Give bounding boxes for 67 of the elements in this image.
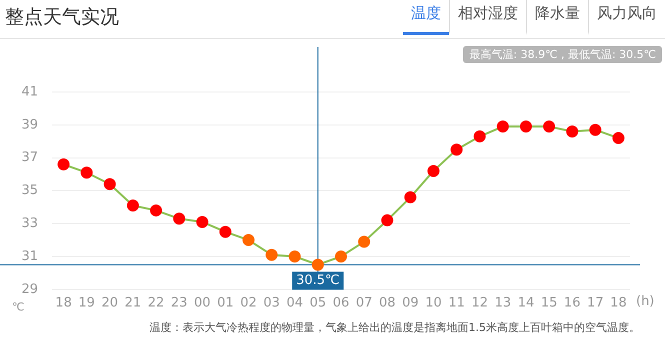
point: [496, 120, 509, 133]
point: [126, 200, 139, 212]
x-tick-label: 22: [148, 296, 164, 311]
x-tick-label: 19: [78, 296, 95, 311]
x-tick-label: 11: [448, 296, 465, 311]
x-tick-label: 15: [540, 296, 558, 311]
point: [288, 250, 301, 262]
point: [150, 204, 162, 216]
point: [335, 250, 347, 262]
point: [474, 130, 486, 142]
x-tick-label: 08: [378, 296, 396, 311]
ref-line-label: 30.5℃: [296, 273, 340, 288]
x-tick-label: 14: [518, 296, 534, 311]
x-tick-label: 13: [494, 296, 512, 311]
x-tick-label: 16: [564, 296, 580, 311]
point: [312, 258, 324, 271]
text: 温度：表示大气冷热程度的物理量，气象上给出的温度是指离地面1.5米高度上百叶箱中的空气温度。: [150, 320, 640, 335]
x-tick-label: 07: [356, 296, 372, 311]
point: [358, 236, 370, 248]
point: [589, 124, 602, 136]
x-axis-title: (h): [636, 294, 654, 309]
y-tick-label: 29: [21, 282, 38, 297]
point: [566, 125, 578, 138]
y-tick-label: 33: [21, 216, 38, 231]
x-tick-label: 23: [170, 296, 188, 311]
x-tick-label: 05: [310, 296, 326, 311]
y-tick-label: 37: [21, 150, 38, 166]
x-tick-label: 02: [240, 296, 257, 311]
text: 相对湿度: [449, 0, 526, 35]
chart-title: 整点天气实况: [5, 5, 119, 30]
y-tick-label: 41: [21, 84, 38, 100]
x-tick-label: 06: [332, 296, 350, 311]
point: [242, 234, 255, 246]
x-tick-label: 01: [217, 296, 234, 311]
text: 降水量: [526, 0, 588, 35]
y-tick-label: 39: [21, 117, 38, 132]
text: 温度: [403, 0, 449, 35]
point: [543, 120, 556, 133]
point: [58, 158, 70, 170]
x-tick-label: 17: [587, 296, 604, 311]
x-tick-label: 10: [425, 296, 442, 311]
point: [381, 214, 394, 226]
x-tick-label: 03: [263, 296, 280, 311]
chart-subtitle: 最高气温: 38.9℃ , 最低气温: 30.5℃: [463, 46, 662, 63]
point: [266, 248, 278, 261]
point: [104, 178, 116, 190]
y-tick-label: 35: [21, 183, 38, 198]
y-axis-title: ℃: [12, 300, 24, 314]
x-tick-label: 12: [471, 296, 488, 311]
x-tick-label: 09: [402, 296, 419, 311]
x-tick-label: 20: [102, 296, 118, 311]
point: [612, 132, 624, 144]
text: 风力风向: [588, 0, 665, 35]
point: [450, 144, 463, 156]
point: [520, 120, 532, 133]
point: [80, 166, 93, 179]
x-tick-label: 21: [124, 296, 142, 311]
point: [219, 226, 232, 238]
point: [427, 164, 440, 177]
x-tick-label: 04: [286, 296, 304, 311]
y-tick-label: 31: [21, 248, 38, 264]
x-tick-label: 18: [55, 296, 72, 311]
point: [404, 191, 416, 204]
x-tick-label: 00: [194, 296, 211, 311]
point: [196, 216, 208, 228]
x-tick-label: 18: [610, 296, 627, 311]
point: [173, 212, 186, 225]
